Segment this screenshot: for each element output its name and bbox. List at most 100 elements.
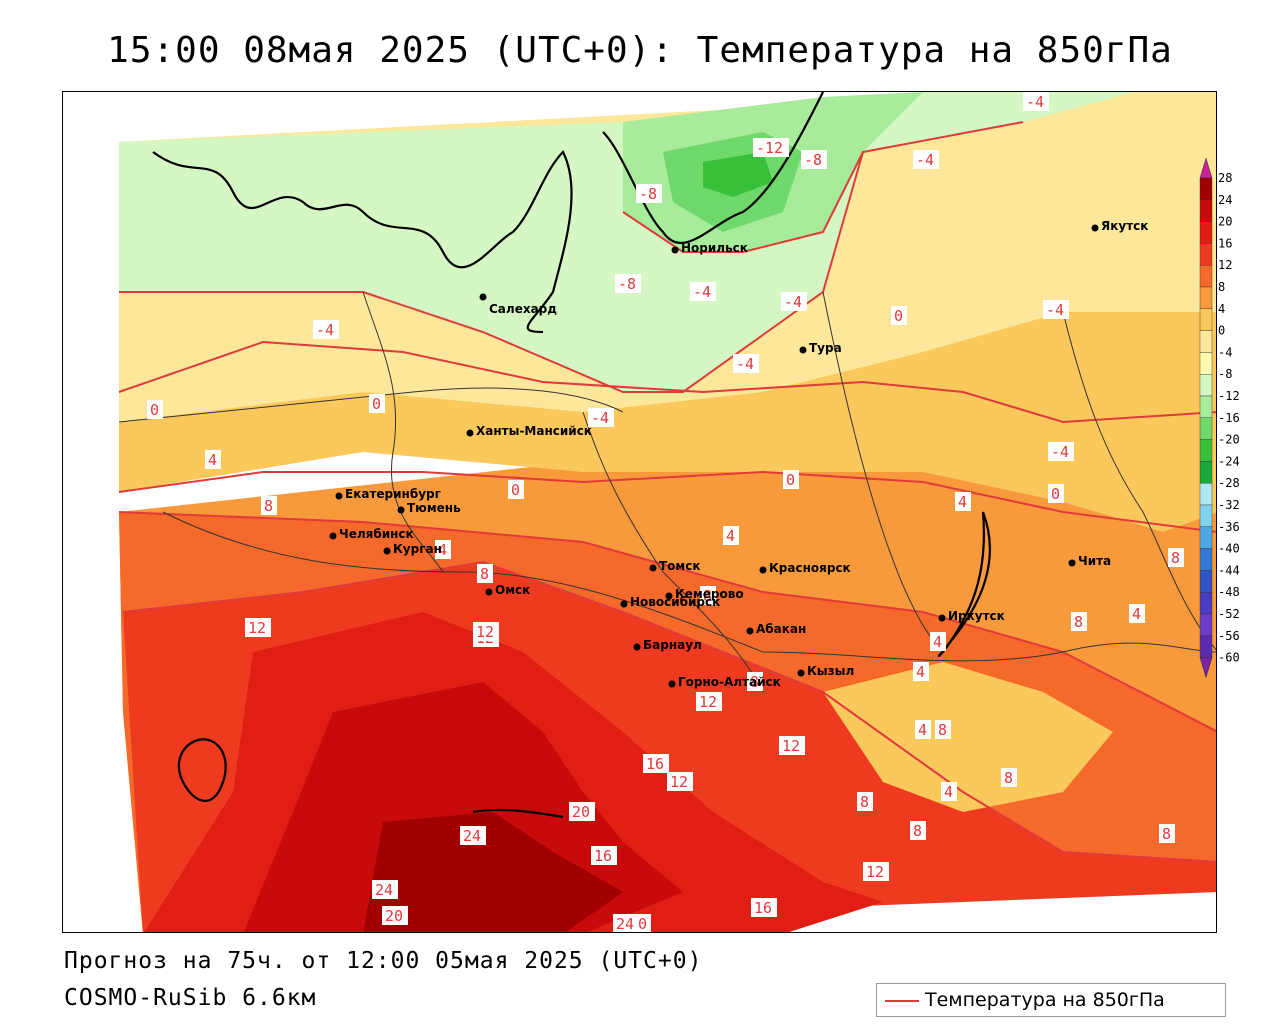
field-band-minus20 [703,152,773,197]
isotherm-label-10: 0 [891,306,907,325]
isotherm-label-48: 16 [591,846,617,865]
city-marker-14: Красноярск [759,561,851,575]
isotherm-label-text: -4 [1026,93,1044,111]
isotherm-label-box [205,450,221,469]
isotherm-label-text: 8 [264,497,273,515]
colorbar-tick-label: -52 [1218,607,1240,621]
city-marker-1: Якутск [1091,219,1148,233]
field-band-minus8 [119,92,1135,392]
colorbar-ticks: 28 24 20 16 12 8 4 0 -4 -8 -12 -16 -20 -24 -28 -32 -36 -4… [1218,171,1240,665]
isotherm-label-24: 8 [477,564,493,583]
city-marker-17: Иркутск [938,609,1005,623]
isotherm-plus12 [122,560,1216,863]
city-dot [397,506,405,514]
isotherm-label-38: 16 [643,754,669,773]
colorbar-swatch [1199,417,1213,440]
isotherm-label-45: 8 [910,821,926,840]
isotherm-label-text: 0 [638,915,647,933]
isotherm-label-text: 8 [913,822,922,840]
isotherm-label-54: 0 [635,914,651,933]
colorbar-tick-label: -4 [1218,345,1232,359]
city-marker-20: Кызыл [797,664,854,678]
forecast-info: Прогноз на 75ч. от 12:00 05мая 2025 (UTC… [64,948,703,974]
map-title: 15:00 08мая 2025 (UTC+0): Температура на… [107,30,1173,71]
isotherm-label-text: -4 [1046,301,1064,319]
isotherm-label-29: 8 [700,586,716,605]
isotherm-label-text: -4 [1051,443,1069,461]
isotherm-label-box [857,792,873,811]
city-marker-12: Томск [649,559,701,573]
isotherm-label-box [913,662,929,681]
isotherm-label-text: 12 [476,623,494,641]
isotherm-label-text: 0 [150,401,159,419]
city-marker-9: Курган [383,542,442,556]
isotherm-label-box [372,880,398,899]
isotherm-label-text: 4 [933,633,942,651]
isotherm-label-text: 20 [572,803,590,821]
isotherm-label-text: 8 [750,673,759,691]
arctic-coastline [152,150,573,334]
city-marker-19: Горно-Алтайск [668,675,781,689]
city-dot [759,566,767,574]
isotherm-label-52: 20 [382,906,408,925]
city-marker-13: Кемерово [665,587,744,601]
isotherm-label-box [930,632,946,651]
city-label: Барнаул [643,638,702,652]
isotherm-label-32: 4 [930,632,946,651]
isotherm-label-21: 8 [261,496,277,515]
isotherm-label-box [1023,92,1049,111]
isotherm-label-text: 16 [594,847,612,865]
isotherm-label-text: 12 [670,773,688,791]
isotherm-label-box [1159,824,1175,843]
isotherm-label-text: 0 [894,307,903,325]
isotherm-label-text: 24 [375,881,393,899]
isotherm-label-box [1048,442,1074,461]
isotherm-label-text: 0 [511,481,520,499]
isotherm-label-text: 4 [916,663,925,681]
isotherm-label-text: 16 [754,899,772,917]
isotherm-label-text: 4 [726,527,735,545]
colorbar-swatch [1199,483,1213,506]
isotherm-label-box [747,672,763,691]
isotherm-label-text: -4 [916,151,934,169]
aral-sea [177,738,227,803]
isotherm-minus4 [119,121,1024,393]
isotherm-label-9: -4 [313,320,339,339]
colorbar-tick-label: -28 [1218,476,1240,490]
city-dot [633,643,641,651]
isotherm-label-50: 8 [1159,824,1175,843]
colorbar-swatch [1199,504,1213,527]
isotherm-label-23: 4 [435,540,451,559]
isotherm-zero [118,340,1216,424]
isotherm-label-box [1043,300,1069,319]
map-frame: -4 -12 -8 -4 -8 -8 -4 -4 -4 0 -4 -4 -4 0 0 -4 4 0 0 0 8 4 4 8 4 8… [62,91,1217,933]
isotherm-label-text: 8 [480,565,489,583]
city-label: Тюмень [407,501,461,515]
isotherm-label-30: 4 [1129,604,1145,623]
isotherm-label-text: 4 [1132,605,1141,623]
isotherm-label-text: 20 [385,907,403,925]
isotherm-label-box [313,320,339,339]
city-dot [1068,559,1076,567]
isotherm-label-box [801,150,827,169]
city-label: Екатеринбург [345,487,441,501]
isotherm-label-text: -8 [639,185,657,203]
colorbar-swatch [1199,570,1213,593]
isotherm-label-text: -8 [804,151,822,169]
isotherm-label-text: 0 [1051,485,1060,503]
isotherm-label-35: 12 [473,622,499,641]
coastlines [152,92,991,819]
city-label: Красноярск [769,561,851,575]
isotherm-label-box [915,720,931,739]
isotherm-label-box [635,914,651,932]
colorbar-swatch [1199,352,1213,375]
isotherm-label-box [733,354,759,373]
colorbar-swatch [1199,264,1213,288]
isotherm-label-37: 12 [779,736,805,755]
isotherm-label-text: 4 [958,493,967,511]
isotherm-label-box [245,618,271,637]
city-dot [671,246,679,254]
isotherm-label-box [1001,768,1017,787]
isotherm-label-43: 8 [1001,768,1017,787]
